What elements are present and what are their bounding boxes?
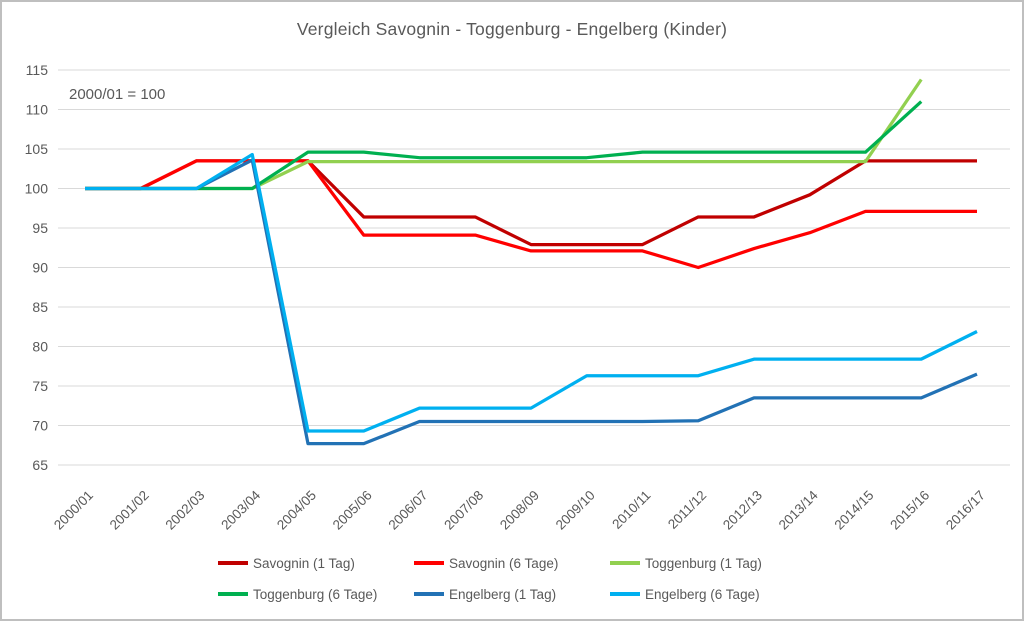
x-tick-label: 2009/10: [553, 488, 598, 533]
x-tick-label: 2016/17: [943, 488, 988, 533]
x-tick-label: 2010/11: [609, 488, 653, 532]
x-tick-label: 2002/03: [162, 488, 207, 533]
y-tick-label: 115: [26, 62, 49, 78]
x-tick-label: 2001/02: [107, 488, 152, 533]
y-tick-label: 95: [32, 220, 48, 236]
x-tick-label: 2015/16: [887, 488, 932, 533]
x-tick-label: 2007/08: [441, 488, 486, 533]
series-line-savognin-6-tage: [85, 159, 977, 270]
legend-item: Toggenburg (6 Tage): [218, 585, 414, 603]
legend-line-swatch: [610, 561, 640, 565]
legend-label: Toggenburg (1 Tag): [645, 555, 762, 571]
y-tick-label: 110: [26, 102, 49, 118]
x-tick-label: 2000/01: [51, 488, 96, 533]
legend-item: Savognin (1 Tag): [218, 554, 414, 572]
legend-item: Savognin (6 Tage): [414, 554, 610, 572]
legend-line-swatch: [218, 561, 248, 565]
legend-line-swatch: [610, 592, 640, 596]
legend-label: Engelberg (1 Tag): [449, 586, 557, 602]
chart-title: Vergleich Savognin - Toggenburg - Engelb…: [296, 19, 728, 39]
series-line-engelberg-1-tag: [85, 158, 978, 446]
x-tick-label: 2008/09: [497, 488, 542, 533]
y-tick-label: 105: [25, 141, 49, 157]
legend-label: Savognin (6 Tage): [449, 555, 559, 571]
legend-label: Toggenburg (6 Tage): [253, 586, 378, 602]
y-tick-label: 80: [32, 339, 48, 355]
x-tick-label: 2006/07: [385, 488, 430, 533]
y-tick-label: 70: [32, 418, 48, 434]
series-line-engelberg-6-tage: [85, 152, 978, 433]
x-tick-label: 2013/14: [776, 487, 821, 532]
legend-item: Toggenburg (1 Tag): [610, 554, 806, 572]
legend-label: Engelberg (6 Tage): [645, 586, 760, 602]
y-tick-label: 85: [32, 299, 48, 315]
x-tick-label: 2005/06: [330, 488, 375, 533]
series-line-toggenburg-1-tag: [85, 78, 923, 191]
y-tick-label: 100: [25, 181, 49, 197]
legend-item: Engelberg (6 Tage): [610, 585, 806, 603]
x-tick-label: 2014/15: [831, 488, 876, 533]
legend-item: Engelberg (1 Tag): [414, 585, 610, 603]
series-line-toggenburg-6-tage: [85, 100, 923, 191]
x-tick-label: 2003/04: [218, 487, 263, 532]
baseline-annotation: 2000/01 = 100: [69, 86, 166, 103]
legend-line-swatch: [414, 561, 444, 565]
legend-label: Savognin (1 Tag): [253, 555, 355, 571]
x-tick-label: 2011/12: [665, 488, 709, 532]
chart-legend: Savognin (1 Tag) Savognin (6 Tage) Toggenb…: [2, 554, 1022, 603]
legend-line-swatch: [414, 592, 444, 596]
y-tick-label: 65: [32, 457, 48, 473]
y-tick-label: 75: [32, 378, 48, 394]
legend-line-swatch: [218, 592, 248, 596]
y-tick-label: 90: [32, 260, 48, 276]
x-tick-label: 2004/05: [274, 488, 319, 533]
x-tick-label: 2012/13: [720, 488, 765, 533]
